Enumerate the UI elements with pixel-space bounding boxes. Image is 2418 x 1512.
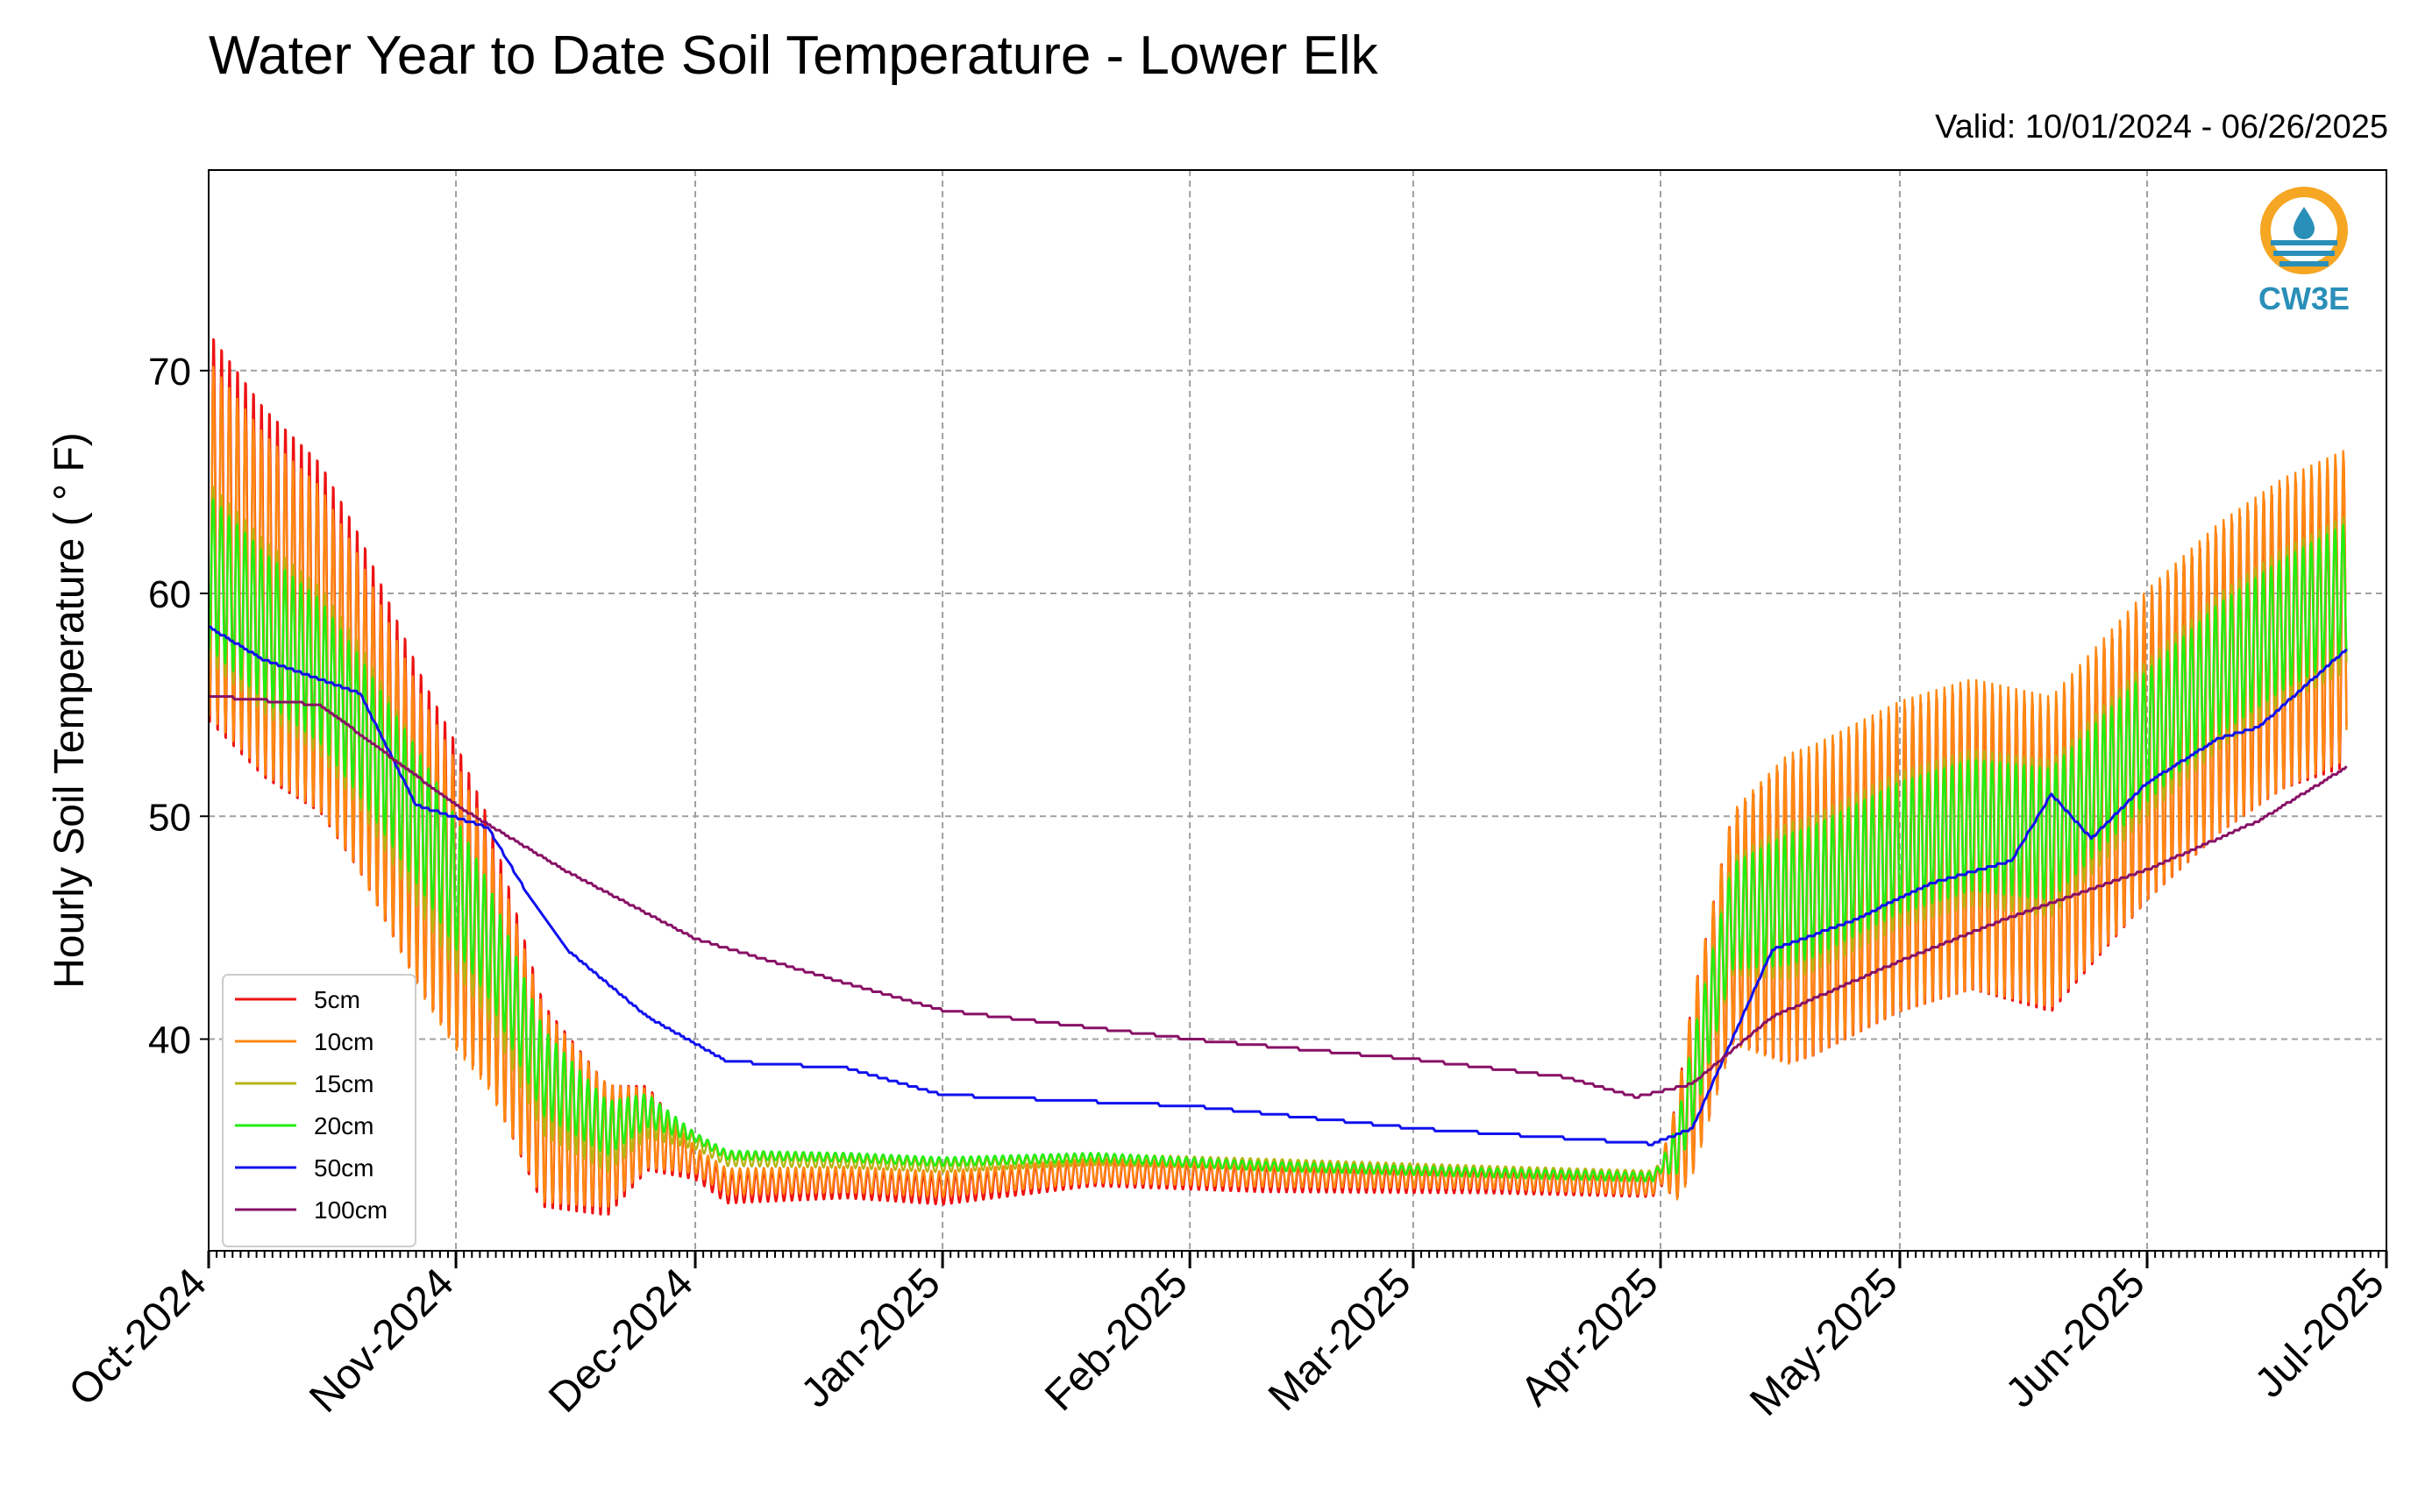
cw3e-logo-text: CW3E [2258, 280, 2350, 316]
x-axis: Oct-2024 Nov-2024 Dec-2024 Jan-2025 Feb-2025… [60, 1251, 2393, 1425]
series-line-50cm [209, 625, 2348, 1146]
x-tick-label: May-2025 [1741, 1260, 1906, 1424]
legend-label-100cm: 100cm [314, 1196, 388, 1224]
plot-frame [208, 169, 2387, 1252]
y-tick-label: 70 [148, 351, 191, 394]
y-tick-label: 50 [148, 796, 191, 839]
x-tick-label: Jan-2025 [793, 1260, 949, 1416]
legend-label-15cm: 15cm [314, 1070, 373, 1097]
x-tick-label: Mar-2025 [1260, 1260, 1420, 1420]
x-tick-label: Oct-2024 [60, 1260, 216, 1415]
x-tick-label: Nov-2024 [301, 1260, 463, 1422]
x-tick-label: Dec-2024 [540, 1260, 702, 1422]
series-line-20cm [209, 498, 2348, 1183]
valid-date-range: Valid: 10/01/2024 - 06/26/2025 [1935, 109, 2388, 146]
series-line-100cm [209, 695, 2348, 1099]
legend-label-5cm: 5cm [314, 986, 360, 1013]
legend-label-50cm: 50cm [314, 1154, 373, 1182]
legend-label-10cm: 10cm [314, 1028, 373, 1055]
x-tick-label: Apr-2025 [1512, 1260, 1668, 1415]
x-tick-label: Feb-2025 [1036, 1260, 1197, 1420]
y-tick-label: 40 [148, 1019, 191, 1061]
y-axis: 40 50 60 70 [148, 351, 209, 1061]
chart-title: Water Year to Date Soil Temperature - Lo… [209, 25, 1378, 86]
series-lines [209, 337, 2348, 1216]
legend: 5cm 10cm 15cm 20cm 50cm 100cm [222, 974, 416, 1247]
y-axis-label: Hourly Soil Temperature ( ° F) [46, 432, 93, 989]
y-tick-label: 60 [148, 573, 191, 616]
cw3e-logo-icon [2260, 187, 2348, 274]
legend-label-20cm: 20cm [314, 1112, 373, 1139]
x-tick-label: Jul-2025 [2246, 1260, 2393, 1407]
x-tick-label: Jun-2025 [1997, 1260, 2154, 1416]
cw3e-logo: CW3E [2251, 182, 2357, 323]
